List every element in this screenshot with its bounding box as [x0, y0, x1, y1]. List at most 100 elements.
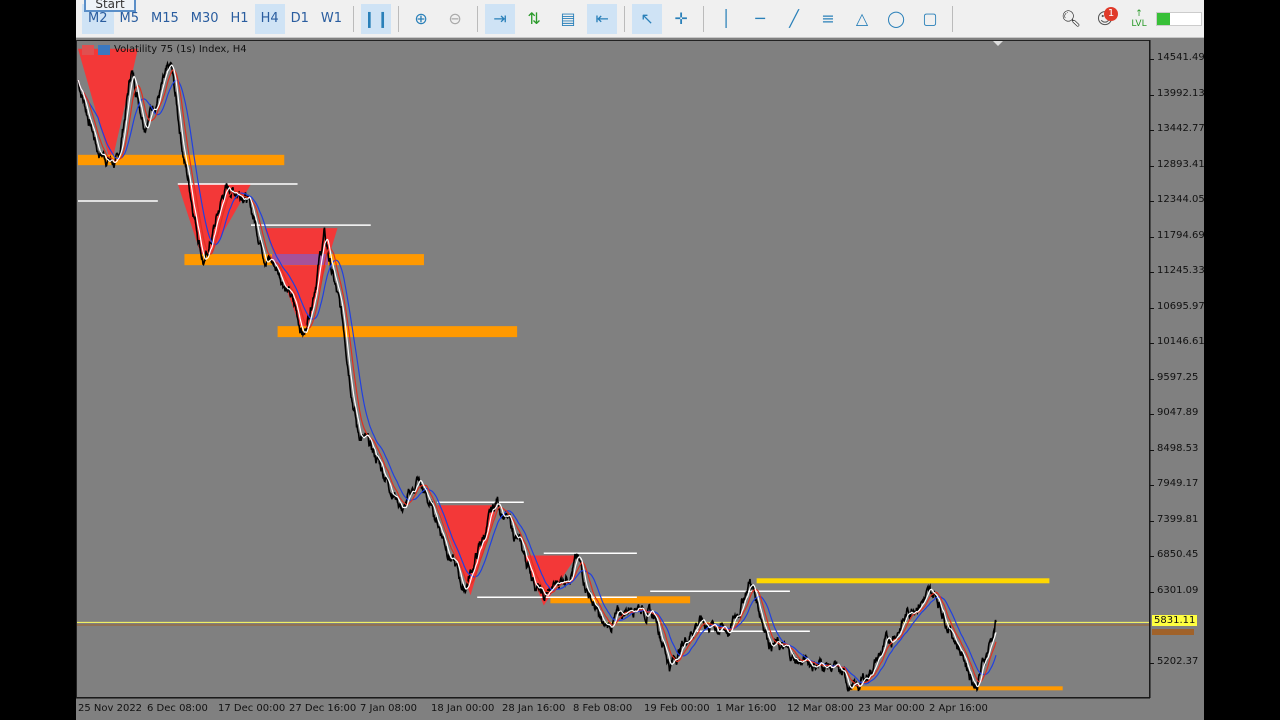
ma-slow-line	[77, 79, 997, 685]
chart-shift-marker	[993, 41, 1003, 46]
timeframe-h1[interactable]: H1	[230, 10, 249, 26]
ellipse-icon[interactable]: ◯	[887, 9, 905, 28]
chart-shift-icon[interactable]: ⇤	[587, 3, 618, 34]
price-tick	[1150, 414, 1154, 416]
start-button[interactable]: Start	[84, 0, 136, 12]
price-axis-label: 10146.61	[1157, 336, 1205, 348]
price-axis-label: 12344.05	[1157, 194, 1205, 206]
demand-zone	[277, 326, 518, 338]
price-axis-label: 12893.41	[1157, 158, 1205, 170]
price-axis-label: 6850.45	[1157, 549, 1199, 561]
zoom-in-icon[interactable]: ⊕	[414, 9, 428, 28]
time-axis-label: 2 Apr 16:00	[929, 703, 988, 714]
time-axis-label: 19 Feb 00:00	[644, 703, 710, 714]
price-tick	[1150, 201, 1154, 203]
trading-app: M2 M5 M15 M30 H1 H4 D1 W1 ❙❙ ⊕ ⊖ ⇥ ⇅ ▤ ⇤ ↖ ✛ │ ─ ╱ ≡ △ ◯ ▢ 🔍︎ …	[76, 0, 1205, 720]
time-axis-label: 18 Jan 00:00	[431, 703, 495, 714]
current-price-label: 5831.11	[1152, 615, 1198, 627]
time-axis-label: 1 Mar 16:00	[716, 703, 777, 714]
chart-list-icon[interactable]	[82, 44, 94, 55]
price-axis-label: 10695.97	[1157, 300, 1205, 312]
horizontal-line-icon[interactable]: ─	[755, 9, 765, 28]
supply-triangle	[437, 505, 498, 596]
price-tick	[1150, 663, 1154, 664]
demand-zone	[78, 154, 285, 166]
price-axis-label: 7399.81	[1157, 513, 1199, 525]
price-axis-label: 13442.77	[1157, 123, 1205, 135]
right-black-area	[1204, 0, 1280, 720]
crosshair-icon[interactable]: ✛	[674, 9, 688, 28]
separator	[477, 5, 479, 32]
overlap-zone	[272, 254, 328, 265]
rectangle-icon[interactable]: ▢	[922, 9, 938, 28]
price-tick	[1150, 591, 1154, 593]
separator	[353, 5, 355, 32]
time-axis-label: 27 Dec 16:00	[289, 703, 357, 714]
price-tick	[1150, 94, 1154, 96]
search-icon[interactable]: 🔍︎	[1060, 9, 1082, 28]
price-axis-label: 11794.69	[1157, 229, 1205, 241]
price-axis-label: 13992.13	[1157, 87, 1205, 99]
supply-triangle	[177, 184, 251, 266]
separator	[624, 5, 626, 32]
notification-badge: 1	[1104, 6, 1118, 21]
price-axis-label: 7949.17	[1157, 478, 1199, 490]
time-axis-label: 6 Dec 08:00	[147, 703, 208, 714]
price-chart[interactable]	[76, 0, 1204, 720]
price-axis-label: 9047.89	[1157, 407, 1199, 419]
triangle-icon[interactable]: △	[855, 9, 869, 28]
timeframe-d1[interactable]: D1	[290, 10, 309, 26]
timeframe-h4[interactable]: H4	[254, 3, 285, 34]
time-axis-label: 8 Feb 08:00	[573, 703, 633, 714]
templates-icon[interactable]: ▤	[560, 9, 576, 28]
price-tick	[1150, 59, 1154, 60]
timeframe-m30[interactable]: M30	[190, 10, 219, 26]
supply-triangle	[78, 48, 138, 166]
zoom-out-icon[interactable]: ⊖	[448, 9, 462, 28]
time-axis-label: 12 Mar 08:00	[787, 703, 854, 714]
toolbar: M2 M5 M15 M30 H1 H4 D1 W1 ❙❙ ⊕ ⊖ ⇥ ⇅ ▤ ⇤ ↖ ✛ │ ─ ╱ ≡ △ ◯ ▢ 🔍︎ …	[76, 0, 1204, 38]
time-axis-label: 7 Jan 08:00	[360, 703, 417, 714]
account-notifications-button[interactable]: ☺1	[1090, 4, 1120, 34]
timeframe-m5[interactable]: M5	[119, 10, 140, 26]
timeframe-m15[interactable]: M15	[151, 10, 179, 26]
chart-title: Volatility 75 (1s) Index, H4	[82, 44, 247, 55]
price-tick	[1150, 343, 1154, 345]
chart-title-text: Volatility 75 (1s) Index, H4	[114, 44, 247, 55]
time-axis-label: 17 Dec 00:00	[218, 703, 286, 714]
price-axis-label: 11245.33	[1157, 265, 1205, 277]
price-tick	[1150, 307, 1154, 309]
timeframe-w1[interactable]: W1	[320, 10, 343, 26]
cursor-icon[interactable]: ↖	[632, 3, 663, 34]
autoscroll-icon[interactable]: ⇥	[485, 3, 516, 34]
ma-fast-line	[77, 64, 997, 689]
price-axis-label: 5202.37	[1157, 656, 1199, 667]
time-axis-label: 28 Jan 16:00	[502, 703, 566, 714]
fibonacci-icon[interactable]: ≡	[821, 9, 835, 28]
bid-price-marker	[1152, 629, 1194, 636]
price-tick	[1150, 556, 1154, 558]
separator	[398, 5, 400, 32]
price-axis-label: 8498.53	[1157, 442, 1199, 454]
separator	[703, 5, 705, 32]
price-axis-label: 6301.09	[1157, 584, 1199, 596]
separator	[952, 5, 954, 32]
price-line	[77, 60, 997, 693]
time-axis-label: 23 Mar 00:00	[858, 703, 925, 714]
signal-level-icon[interactable]: ↑ LVL	[1131, 8, 1147, 29]
chart-layer	[77, 48, 1149, 693]
price-tick	[1150, 272, 1154, 274]
price-tick	[1150, 165, 1154, 167]
buy-sell-icon[interactable]: ⇅	[527, 9, 541, 28]
candlestick-chart-icon[interactable]: ❙❙	[361, 3, 392, 34]
level-progress-bar	[1156, 11, 1202, 26]
supply-triangle	[523, 555, 578, 606]
time-axis-label: 25 Nov 2022	[78, 703, 143, 714]
price-tick	[1150, 449, 1154, 451]
vertical-line-icon[interactable]: │	[721, 9, 731, 28]
price-axis-label: 9597.25	[1157, 371, 1199, 383]
price-tick	[1150, 485, 1154, 487]
chart-properties-icon[interactable]	[98, 44, 110, 55]
demand-zone	[849, 686, 1063, 691]
trendline-icon[interactable]: ╱	[789, 9, 799, 28]
